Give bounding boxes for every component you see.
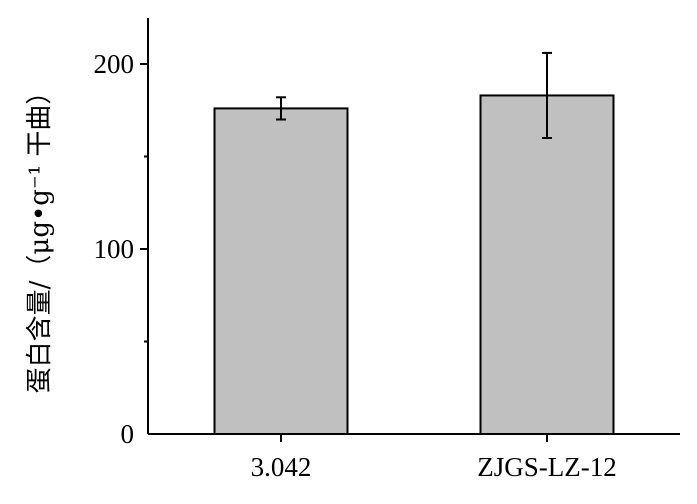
y-axis-title: 蛋白含量/（μg•g⁻¹ 干曲） [25,79,55,394]
x-axis-ticks: 3.042 ZJGS-LZ-12 [251,434,617,482]
bars [213,94,615,436]
bar-1 [213,107,349,436]
bar-2 [479,94,615,435]
x-tick-label: ZJGS-LZ-12 [477,452,616,482]
y-axis-ticks: 0 100 200 [94,49,148,449]
error-bars [276,51,552,139]
y-tick-label: 100 [94,234,135,264]
y-tick-label: 0 [121,419,135,449]
x-tick-label: 3.042 [251,452,312,482]
y-tick-label: 200 [94,49,135,79]
